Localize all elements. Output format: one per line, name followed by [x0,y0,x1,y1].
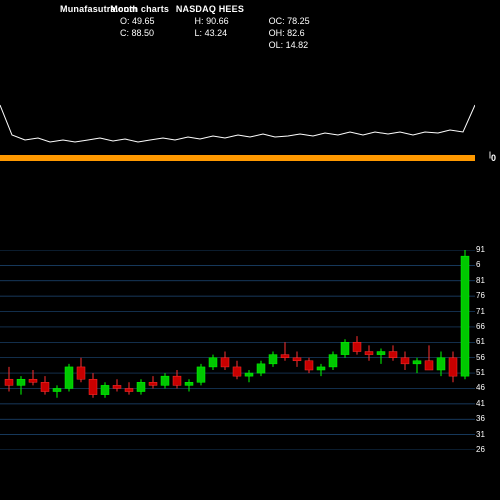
stat-close: C: 88.50 [120,28,155,38]
stat-low: L: 43.24 [195,28,229,38]
y-axis-label: 61 [476,337,498,346]
y-axis-label: 26 [476,445,498,454]
candle-body [161,376,169,385]
candle-body [221,358,229,367]
candle-body [353,342,361,351]
candle-body [389,352,397,358]
candle-body [449,358,457,376]
candle-body [317,367,325,370]
title-mid: Month charts [110,4,169,14]
y-axis-label: 91 [476,245,498,254]
candle-body [149,382,157,385]
candle-body [185,382,193,385]
candle-body [113,385,121,388]
y-axis-label: 71 [476,307,498,316]
candle-body [65,367,73,389]
stat-oc: OC: 78.25 [269,16,310,26]
candle-body [233,367,241,376]
y-axis-label: 76 [476,291,498,300]
candle-body [173,376,181,385]
candle-body [137,382,145,391]
price-line [0,105,475,142]
candle-body [41,382,49,391]
candle-body [29,379,37,382]
candle-body [341,342,349,354]
stat-ol: OL: 14.82 [269,40,310,50]
candle-body [197,367,205,382]
candle-body [329,355,337,367]
candle-body [125,388,133,391]
y-axis-label: 46 [476,383,498,392]
volume-bar [0,155,475,161]
candle-body [365,352,373,355]
stat-oh: OH: 82.6 [269,28,310,38]
candle-body [281,355,289,358]
title-right: NASDAQ HEES [176,4,244,14]
candle-body [377,352,385,355]
y-axis-label: 41 [476,399,498,408]
candle-body [89,379,97,394]
y-axis-label: 51 [476,368,498,377]
y-axis-label: 56 [476,353,498,362]
y-axis-label: 81 [476,276,498,285]
chart-header: Munafasutra.com Month charts NASDAQ HEES… [0,0,500,50]
volume-label: |0 [489,152,496,163]
candle-body [269,355,277,364]
candle-body [17,379,25,385]
candle-body [101,385,109,394]
y-axis-label: 36 [476,414,498,423]
candle-body [461,256,469,376]
candle-body [77,367,85,379]
candle-body [437,358,445,370]
candle-body [245,373,253,376]
stat-open: O: 49.65 [120,16,155,26]
candlestick-chart [0,250,475,450]
ohlc-stats: O: 49.65 C: 88.50 H: 90.66 L: 43.24 OC: … [0,16,500,50]
candle-body [293,358,301,361]
y-axis-label: 6 [476,260,498,269]
y-axis-label: 66 [476,322,498,331]
candle-body [53,388,61,391]
candle-body [5,379,13,385]
candle-body [209,358,217,367]
y-axis-label: 31 [476,430,498,439]
stat-high: H: 90.66 [195,16,229,26]
candle-body [305,361,313,370]
candle-body [425,361,433,370]
chart-title-row: Munafasutra.com Month charts NASDAQ HEES [0,4,500,14]
candle-body [257,364,265,373]
candle-body [413,361,421,364]
line-chart [0,50,475,150]
candle-body [401,358,409,364]
